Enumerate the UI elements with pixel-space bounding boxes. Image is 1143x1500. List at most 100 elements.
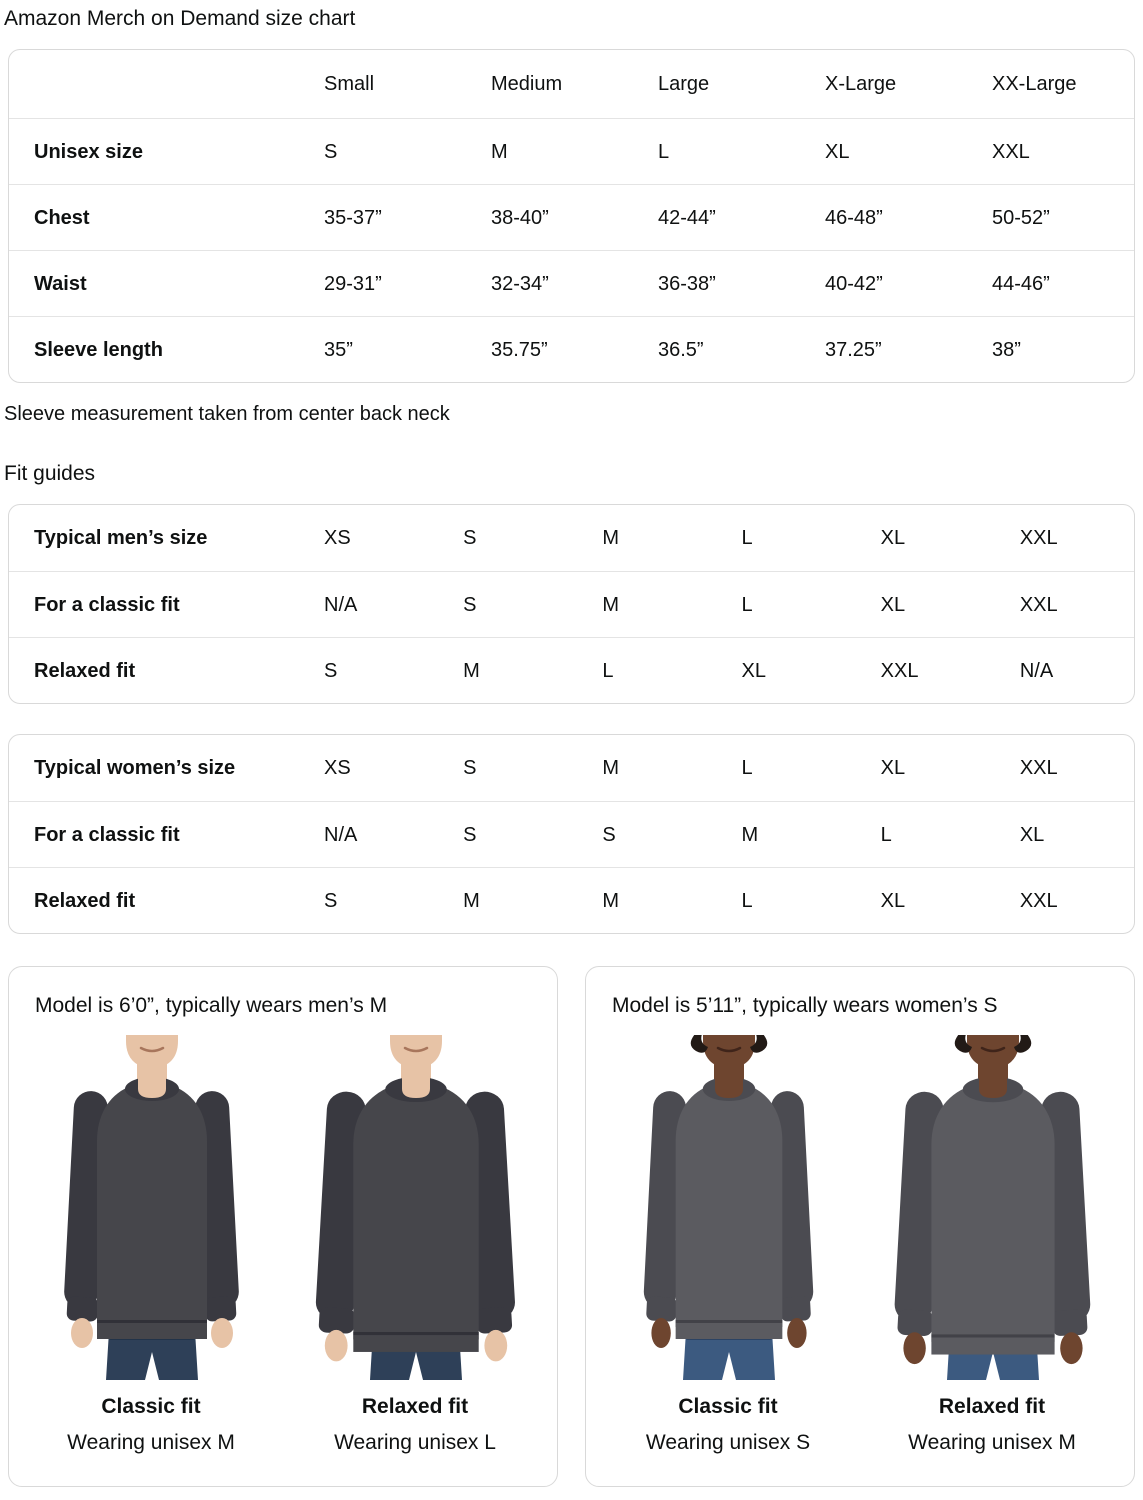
size-cell: S <box>324 659 338 682</box>
table-row: Waist 29-31” 32-34” 36-38” 40-42” 44-46” <box>9 250 1134 316</box>
model-photo-man-classic <box>63 1035 239 1380</box>
sleeve-note: Sleeve measurement taken from center bac… <box>4 403 450 425</box>
size-cell: XS <box>324 527 351 549</box>
size-cell: 37.25” <box>825 338 882 361</box>
size-cell: XL <box>880 527 906 549</box>
table-row: For a classic fit N/A S S M L XL <box>9 801 1134 867</box>
row-label: Unisex size <box>34 140 143 163</box>
mens-model-card: Model is 6’0”, typically wears men’s M <box>8 966 558 1487</box>
size-table-header-row: Small Medium Large X-Large XX-Large <box>9 50 1134 118</box>
size-cell: L <box>741 889 753 912</box>
size-cell: 36.5” <box>658 338 704 361</box>
fit-label: Relaxed fit <box>938 1395 1046 1418</box>
fit-label: Classic fit <box>101 1395 201 1418</box>
size-cell: XL <box>741 659 766 682</box>
row-label: For a classic fit <box>34 823 180 846</box>
table-row: Relaxed fit S M L XL XXL N/A <box>9 637 1134 703</box>
size-cell: M <box>463 889 480 912</box>
row-label: Sleeve length <box>34 338 163 361</box>
size-cell: 29-31” <box>324 272 382 295</box>
model-photo-man-relaxed <box>315 1035 515 1380</box>
size-cell: 35.75” <box>491 338 548 361</box>
table-row: Unisex size S M L XL XXL <box>9 118 1134 184</box>
size-cell: 35-37” <box>324 206 382 229</box>
model-figures: Classic fit Wearing unisex M <box>29 1035 537 1456</box>
size-cell: S <box>463 593 477 616</box>
row-label: Typical men’s size <box>34 527 208 549</box>
size-cell: 44-46” <box>992 272 1050 295</box>
fit-label: Classic fit <box>678 1395 778 1418</box>
size-cell: 38-40” <box>491 206 549 229</box>
size-cell: L <box>880 823 892 846</box>
model-cards: Model is 6’0”, typically wears men’s M <box>8 966 1135 1487</box>
size-cell: 40-42” <box>825 272 883 295</box>
size-cell: M <box>491 140 508 163</box>
womens-model-card: Model is 5’11”, typically wears women’s … <box>585 966 1135 1487</box>
size-cell: M <box>602 889 619 912</box>
table-row: Typical men’s size XS S M L XL XXL <box>9 505 1134 571</box>
model-figures: Classic fit Wearing unisex S <box>606 1035 1114 1456</box>
model-figure-relaxed: Relaxed fit Wearing unisex L <box>295 1035 535 1456</box>
size-cell: XXL <box>992 140 1030 163</box>
size-cell: M <box>602 527 619 549</box>
row-label: Waist <box>34 272 87 295</box>
size-cell: XL <box>1019 823 1045 846</box>
mens-fit-table: Typical men’s size XS S M L XL XXL For a… <box>8 504 1135 704</box>
size-cell: XXL <box>1019 757 1058 779</box>
model-figure-classic: Classic fit Wearing unisex S <box>608 1035 848 1456</box>
row-label: For a classic fit <box>34 593 180 616</box>
size-cell: M <box>602 593 619 616</box>
size-cell: S <box>463 527 477 549</box>
page-title: Amazon Merch on Demand size chart <box>4 7 356 30</box>
size-table: Small Medium Large X-Large XX-Large Unis… <box>8 49 1135 383</box>
wearing-label: Wearing unisex M <box>67 1431 235 1454</box>
column-header: Small <box>324 73 375 95</box>
size-cell: XL <box>880 593 906 616</box>
model-figure-relaxed: Relaxed fit Wearing unisex M <box>872 1035 1112 1456</box>
size-cell: 32-34” <box>491 272 549 295</box>
size-cell: XL <box>880 889 906 912</box>
size-cell: 38” <box>992 338 1021 361</box>
size-cell: S <box>602 823 616 846</box>
table-row: Typical women’s size XS S M L XL XXL <box>9 735 1134 801</box>
size-cell: XXL <box>880 659 919 682</box>
row-label: Chest <box>34 206 90 229</box>
size-cell: S <box>324 140 338 163</box>
column-header: Medium <box>491 73 563 95</box>
size-cell: XXL <box>1019 593 1058 616</box>
wearing-label: Wearing unisex S <box>645 1431 811 1454</box>
row-label: Typical women’s size <box>34 757 236 779</box>
size-cell: L <box>741 593 753 616</box>
column-header: Large <box>658 73 710 95</box>
size-cell: L <box>741 757 753 779</box>
table-row: Relaxed fit S M M L XL XXL <box>9 867 1134 933</box>
size-cell: 35” <box>324 338 353 361</box>
table-row: Sleeve length 35” 35.75” 36.5” 37.25” 38… <box>9 316 1134 382</box>
column-header: XX-Large <box>992 73 1077 95</box>
table-row: For a classic fit N/A S M L XL XXL <box>9 571 1134 637</box>
size-cell: L <box>658 140 670 163</box>
size-cell: N/A <box>1019 659 1054 682</box>
model-photo-woman-relaxed <box>894 1035 1090 1380</box>
size-cell: XL <box>880 757 906 779</box>
fit-guides-heading: Fit guides <box>4 462 96 485</box>
wearing-label: Wearing unisex L <box>334 1431 496 1454</box>
size-cell: 46-48” <box>825 206 883 229</box>
size-cell: S <box>463 757 477 779</box>
model-photo-woman-classic <box>643 1035 813 1380</box>
wearing-label: Wearing unisex M <box>908 1431 1076 1454</box>
size-cell: XXL <box>1019 527 1058 549</box>
size-cell: M <box>741 823 759 846</box>
womens-fit-table: Typical women’s size XS S M L XL XXL For… <box>8 734 1135 934</box>
size-cell: 36-38” <box>658 272 716 295</box>
row-label: Relaxed fit <box>34 659 136 682</box>
size-cell: L <box>741 527 753 549</box>
model-figure-classic: Classic fit Wearing unisex M <box>31 1035 271 1456</box>
column-header: X-Large <box>825 73 897 95</box>
row-label: Relaxed fit <box>34 889 136 912</box>
size-cell: L <box>602 659 614 682</box>
size-cell: XS <box>324 757 351 779</box>
size-cell: XXL <box>1019 889 1058 912</box>
fit-label: Relaxed fit <box>361 1395 469 1418</box>
